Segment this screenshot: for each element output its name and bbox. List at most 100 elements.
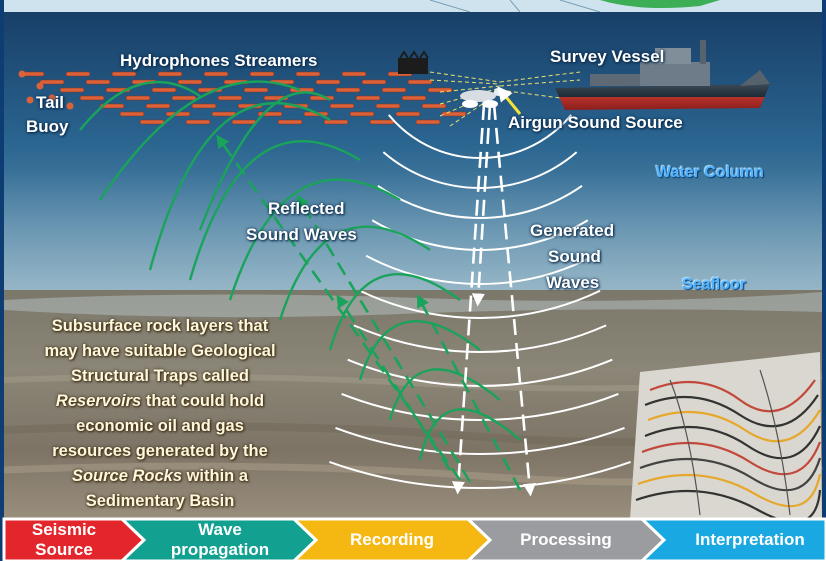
airgun-icon <box>460 88 502 108</box>
step-label-line2: Source <box>35 540 93 559</box>
step-interpretation: Interpretation <box>672 519 826 561</box>
airgun-pointer-icon <box>497 86 522 115</box>
geology-line: Structural Traps called <box>71 367 249 385</box>
tail-buoy-label-line1: Tail <box>36 93 65 112</box>
reflected-wave-arc <box>358 320 481 381</box>
step-label-line2: propagation <box>170 540 270 559</box>
reflected-ray-arrow <box>416 294 522 491</box>
generated-label-line3: Waves <box>546 273 600 292</box>
buoy-dot <box>36 82 44 90</box>
streamer-segment <box>65 71 91 77</box>
reflected-sound-waves <box>79 80 521 461</box>
workflow-chevron <box>638 517 826 561</box>
reflected-wave-arc <box>198 91 331 231</box>
geology-line: may have suitable Geological <box>44 342 276 360</box>
reflected-wave-arc <box>79 80 201 131</box>
generated-wave-arc <box>359 289 601 320</box>
streamer-segment <box>355 95 381 101</box>
generated-wave-arc <box>335 427 625 455</box>
streamer-segment <box>277 119 303 125</box>
streamer-segment <box>99 103 125 109</box>
streamer-segment <box>85 79 111 85</box>
ray-arrows <box>216 103 536 497</box>
reservoirs-term: Reservoirs <box>55 392 142 410</box>
streamer-segment <box>295 71 321 77</box>
streamer-segment <box>375 103 401 109</box>
geology-line: Sedimentary Basin <box>85 492 235 510</box>
streamer-segment <box>395 111 421 117</box>
streamer-segment <box>59 87 85 93</box>
geology-line: resources generated by the <box>52 442 268 460</box>
survey-vessel <box>555 40 770 110</box>
reflected-wave-arc <box>328 273 461 351</box>
generated-wave-arc <box>329 460 631 489</box>
streamer-segment <box>111 71 137 77</box>
geology-line: Reservoirs that could hold <box>8 389 312 414</box>
step-recording: Recording <box>322 519 462 561</box>
step-processing: Processing <box>496 519 636 561</box>
buoy-dot <box>26 96 34 104</box>
streamer-segment <box>211 111 237 117</box>
streamer-segment <box>125 95 151 101</box>
streamer-segment <box>177 79 203 85</box>
step-label-line1: Interpretation <box>695 530 805 549</box>
buoy-dot <box>18 70 26 78</box>
streamer-segment <box>243 87 269 93</box>
streamer-segment <box>341 71 367 77</box>
streamer-segment <box>157 71 183 77</box>
geology-text: within a <box>182 467 249 485</box>
water-column-label: Water Column <box>656 164 764 181</box>
buoy-dot <box>66 102 74 110</box>
geology-line: economic oil and gas <box>76 417 244 435</box>
streamer-segment <box>217 95 243 101</box>
generated-label-line2: Sound <box>548 247 601 266</box>
survey-vessel-label: Survey Vessel <box>550 47 665 66</box>
buoy-dot <box>48 94 56 102</box>
workflow-steps: Seismic Source Wave propagation Recording … <box>0 519 826 561</box>
generated-ray-arrow <box>451 103 486 495</box>
streamer-segment <box>329 103 355 109</box>
streamer-segment <box>39 79 65 85</box>
generated-wave-arc <box>382 151 578 189</box>
geology-line: Source Rocks within a <box>8 464 312 489</box>
streamer-segment <box>421 103 447 109</box>
generated-wave-arc <box>353 324 607 353</box>
streamer-segment <box>407 79 433 85</box>
reflected-wave-arc <box>188 139 361 281</box>
reflected-ray-arrow <box>296 194 472 483</box>
workflow-bar <box>2 517 826 561</box>
streamer-segment <box>315 79 341 85</box>
hydrophones-label: Hydrophones Streamers <box>120 51 318 70</box>
generated-ray-arrow <box>471 103 492 307</box>
streamer-segment <box>185 119 211 125</box>
streamer-segment <box>349 111 375 117</box>
step-label-line1: Processing <box>520 530 612 549</box>
streamer-segment <box>171 95 197 101</box>
streamer-segment <box>335 87 361 93</box>
geology-text: that could hold <box>141 392 265 410</box>
streamer-segment <box>249 71 275 77</box>
reflected-ray-arrow <box>336 294 452 471</box>
seismic-section-image <box>630 352 822 524</box>
generated-ray-arrow <box>492 103 536 497</box>
reflected-wave-arc <box>99 80 301 201</box>
streamer-segment <box>415 119 441 125</box>
geology-line: Subsurface rock layers that <box>51 317 269 335</box>
reflected-label-line1: Reflected <box>268 199 345 218</box>
step-wave-propagation: Wave propagation <box>150 519 290 561</box>
generated-wave-arc <box>341 392 619 421</box>
streamer-segment <box>119 111 145 117</box>
reflected-wave-arc <box>418 408 521 461</box>
streamer-segment <box>79 95 105 101</box>
seafloor-label: Seafloor <box>682 276 747 293</box>
step-label-line1: Wave <box>198 520 242 539</box>
streamer-segment <box>139 119 165 125</box>
step-seismic-source: Seismic Source <box>4 519 124 561</box>
reflected-wave-arc <box>148 102 331 271</box>
streamer-segment <box>361 79 387 85</box>
streamer-segment <box>441 111 467 117</box>
streamer-segment <box>231 119 257 125</box>
step-label-line1: Recording <box>349 530 435 549</box>
reflected-label-line2: Sound Waves <box>246 225 357 244</box>
